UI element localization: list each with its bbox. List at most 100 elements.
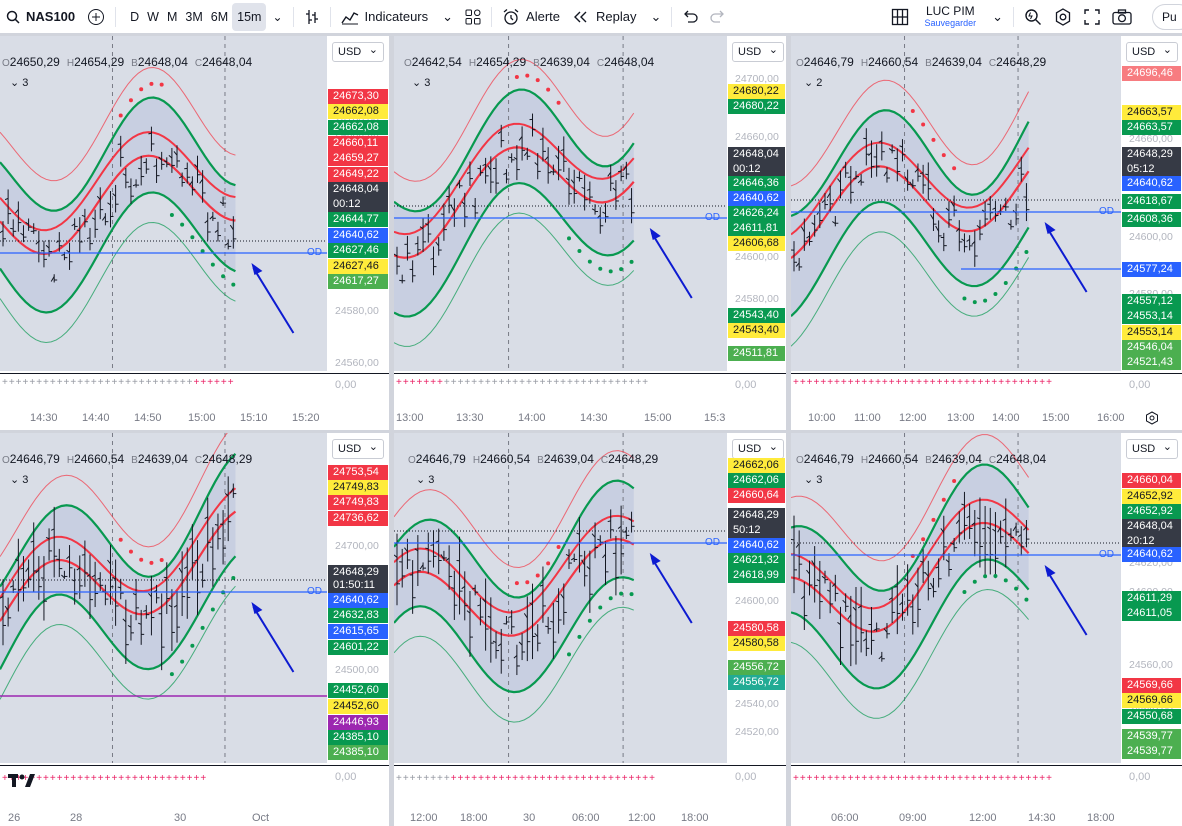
price-axis-label: 24500,00 <box>335 664 379 676</box>
ohlc-legend: O24650,29 H24654,29 B24648,04 C24648,04 <box>2 55 259 69</box>
settings-button[interactable] <box>1048 0 1078 34</box>
ohlc-bar-open <box>96 195 101 200</box>
replay-button[interactable]: Replay ⌄ <box>566 0 667 34</box>
snapshot-button[interactable] <box>1106 0 1138 34</box>
pane-separator[interactable] <box>0 765 389 766</box>
sar-dot <box>128 98 133 103</box>
ohlc-bar-open <box>66 249 70 254</box>
indicator-axis-zero: 0,00 <box>1129 771 1151 783</box>
plot-area[interactable] <box>0 36 327 371</box>
currency-select[interactable]: USD <box>332 439 384 459</box>
chart-panel[interactable]: O24646,79 H24660,54 B24639,04 C24648,04 ⌄ 3 U… <box>791 433 1182 826</box>
sar-dot <box>139 87 144 92</box>
chevron-down-icon: ⌄ <box>442 8 454 24</box>
quick-search-button[interactable] <box>1018 0 1048 34</box>
ohlc-bar-open <box>930 214 934 220</box>
ohlc-bar-open <box>224 492 229 497</box>
layout-menu-chevron[interactable]: ⌄ <box>986 0 1009 34</box>
indicator-count[interactable]: ⌄ 2 <box>804 76 822 89</box>
ohlc-bar-open <box>445 557 450 561</box>
ohlc-bar-open <box>534 162 539 166</box>
currency-select[interactable]: USD <box>1126 439 1178 459</box>
timeframe-6m[interactable]: 6M <box>210 9 229 24</box>
sar-dot <box>514 581 519 586</box>
indicator-count-value: 3 <box>424 77 431 89</box>
currency-select[interactable]: USD <box>332 42 384 62</box>
ohlc-bar-open <box>86 573 91 577</box>
ohlc-bar-open <box>955 227 960 232</box>
price-chart[interactable] <box>791 36 1121 371</box>
templates-button[interactable] <box>459 0 487 34</box>
timeframe-15m[interactable]: 15m <box>232 2 267 31</box>
currency-select[interactable]: USD <box>1126 42 1178 62</box>
ohlc-key: B <box>537 455 544 466</box>
sar-dot <box>587 618 592 623</box>
timeframe-m[interactable]: M <box>166 9 178 24</box>
ohlc-bar-open <box>513 156 518 160</box>
currency-select[interactable]: USD <box>732 439 784 459</box>
price-chart[interactable] <box>394 433 727 763</box>
pane-separator[interactable] <box>791 373 1182 374</box>
price-chart[interactable] <box>0 433 327 763</box>
pane-separator[interactable] <box>394 373 786 374</box>
ohlc-bar-open <box>35 240 40 245</box>
ohlc-value: 24648,04 <box>202 55 253 69</box>
chevron-down-icon[interactable]: ⌄ <box>272 9 283 24</box>
ohlc-bar-open <box>857 605 862 609</box>
chart-panel[interactable]: O24650,29 H24654,29 B24648,04 C24648,04 ⌄ 3 U… <box>0 36 389 430</box>
axis-settings-icon[interactable] <box>1145 411 1159 425</box>
ohlc-bar-open <box>194 164 198 168</box>
ohlc-bar-open <box>204 516 208 520</box>
indicator-count[interactable]: ⌄ 3 <box>416 473 434 486</box>
ohlc-bar-open <box>91 574 96 578</box>
chart-panel[interactable]: O24646,79 H24660,54 B24639,04 C24648,29 ⌄ 2 U… <box>791 36 1182 430</box>
ohlc-bar-open <box>862 638 867 642</box>
pane-separator[interactable] <box>0 373 389 374</box>
ohlc-value: 24639,04 <box>137 452 188 466</box>
ohlc-bar-open <box>597 538 601 541</box>
symbol-search[interactable]: NAS100 <box>0 0 81 34</box>
timeframe-w[interactable]: W <box>147 9 159 24</box>
ohlc-legend: O24646,79 H24660,54 B24639,04 C24648,04 <box>796 452 1053 466</box>
indicator-axis-zero: 0,00 <box>335 771 357 783</box>
fullscreen-button[interactable] <box>1078 0 1106 34</box>
band-mid-upper <box>394 122 635 236</box>
ohlc-bar-open <box>837 621 841 625</box>
layout-grid-button[interactable] <box>885 0 915 34</box>
sar-dot <box>1024 597 1029 602</box>
ohlc-bar-open <box>992 207 996 210</box>
pane-separator[interactable] <box>394 765 786 766</box>
sar-dot <box>619 591 624 596</box>
alert-button[interactable]: Alerte <box>496 0 566 34</box>
ohlc-bar-open <box>888 148 893 152</box>
publish-button[interactable]: Pu <box>1152 4 1182 30</box>
indicator-count[interactable]: ⌄ 3 <box>804 473 822 486</box>
ohlc-legend: O24646,79 H24660,54 B24639,04 C24648,29 <box>796 55 1053 69</box>
layout-name-button[interactable]: LUC PIM Sauvegarder <box>915 0 987 34</box>
compare-button[interactable] <box>81 0 111 34</box>
redo-button[interactable] <box>704 0 732 34</box>
undo-button[interactable] <box>676 0 704 34</box>
price-tag: 24569,66 <box>1122 693 1181 708</box>
timeframe-3m[interactable]: 3M <box>185 9 203 24</box>
indicator-count[interactable]: ⌄ 3 <box>10 76 28 89</box>
price-chart[interactable] <box>0 36 327 371</box>
indicators-button[interactable]: Indicateurs ⌄ <box>335 0 460 34</box>
sar-dot <box>921 122 926 127</box>
ohlc-bar-open <box>14 209 19 214</box>
indicator-count[interactable]: ⌄ 3 <box>10 473 28 486</box>
band-fill <box>791 110 1029 317</box>
timeframe-d[interactable]: D <box>130 9 140 24</box>
chart-type-button[interactable] <box>298 0 326 34</box>
price-axis-label: 24540,00 <box>735 698 779 710</box>
currency-select[interactable]: USD <box>732 42 784 62</box>
pane-separator[interactable] <box>791 765 1182 766</box>
price-chart[interactable] <box>394 36 727 371</box>
indicator-count[interactable]: ⌄ 3 <box>412 76 430 89</box>
ohlc-bar-open <box>435 540 439 543</box>
price-chart[interactable] <box>791 433 1121 763</box>
sar-dot <box>993 292 998 297</box>
